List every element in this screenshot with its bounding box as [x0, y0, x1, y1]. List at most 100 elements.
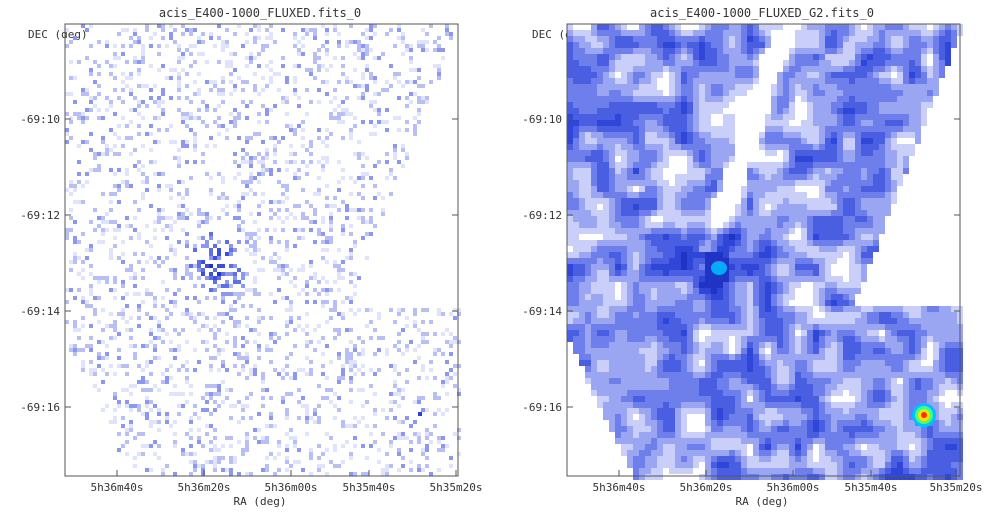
heatmap-pixel: [909, 102, 915, 108]
heatmap-pixel: [921, 48, 927, 54]
heatmap-pixel: [89, 96, 93, 100]
heatmap-pixel: [669, 114, 675, 120]
heatmap-pixel: [807, 294, 813, 300]
heatmap-pixel: [843, 228, 849, 234]
heatmap-pixel: [193, 140, 197, 144]
heatmap-pixel: [137, 104, 141, 108]
heatmap-pixel: [591, 90, 597, 96]
heatmap-pixel: [377, 120, 381, 124]
heatmap-pixel: [627, 198, 633, 204]
heatmap-pixel: [401, 328, 405, 332]
heatmap-pixel: [669, 132, 675, 138]
heatmap-pixel: [153, 84, 157, 88]
heatmap-pixel: [437, 308, 441, 312]
heatmap-pixel: [831, 240, 837, 246]
heatmap-pixel: [807, 186, 813, 192]
heatmap-pixel: [747, 108, 753, 114]
heatmap-pixel: [273, 144, 277, 148]
heatmap-pixel: [909, 96, 915, 102]
heatmap-pixel: [217, 264, 221, 268]
heatmap-pixel: [729, 66, 735, 72]
heatmap-pixel: [249, 252, 253, 256]
heatmap-pixel: [177, 344, 181, 348]
heatmap-pixel: [185, 72, 189, 76]
heatmap-pixel: [651, 204, 657, 210]
heatmap-pixel: [801, 48, 807, 54]
heatmap-pixel: [621, 288, 627, 294]
heatmap-pixel: [353, 444, 357, 448]
heatmap-pixel: [771, 258, 777, 264]
heatmap-pixel: [705, 228, 711, 234]
heatmap-pixel: [289, 376, 293, 380]
heatmap-pixel: [783, 84, 789, 90]
heatmap-pixel: [325, 40, 329, 44]
heatmap-pixel: [257, 248, 261, 252]
heatmap-pixel: [825, 78, 831, 84]
heatmap-pixel: [385, 32, 389, 36]
heatmap-pixel: [177, 44, 181, 48]
heatmap-pixel: [453, 308, 457, 312]
heatmap-pixel: [421, 368, 425, 372]
heatmap-pixel: [225, 284, 229, 288]
heatmap-pixel: [717, 174, 723, 180]
heatmap-pixel: [687, 252, 693, 258]
heatmap-pixel: [765, 276, 771, 282]
heatmap-pixel: [389, 192, 393, 196]
heatmap-pixel: [385, 80, 389, 84]
heatmap-pixel: [903, 84, 909, 90]
heatmap-pixel: [117, 356, 121, 360]
heatmap-pixel: [723, 24, 729, 30]
heatmap-pixel: [213, 316, 217, 320]
heatmap-pixel: [185, 432, 189, 436]
heatmap-pixel: [567, 204, 573, 210]
heatmap-pixel: [867, 30, 873, 36]
heatmap-pixel: [717, 198, 723, 204]
heatmap-pixel: [133, 272, 137, 276]
heatmap-pixel: [567, 294, 573, 300]
heatmap-pixel: [129, 76, 133, 80]
heatmap-pixel: [897, 108, 903, 114]
heatmap-pixel: [361, 48, 365, 52]
heatmap-pixel: [783, 120, 789, 126]
heatmap-pixel: [693, 192, 699, 198]
heatmap-pixel: [281, 184, 285, 188]
heatmap-pixel: [73, 252, 77, 256]
heatmap-pixel: [657, 132, 663, 138]
heatmap-pixel: [921, 102, 927, 108]
heatmap-pixel: [591, 36, 597, 42]
heatmap-pixel: [633, 132, 639, 138]
heatmap-pixel: [873, 168, 879, 174]
heatmap-pixel: [861, 126, 867, 132]
heatmap-pixel: [789, 252, 795, 258]
heatmap-pixel: [711, 168, 717, 174]
heatmap-pixel: [651, 120, 657, 126]
heatmap-pixel: [213, 336, 217, 340]
y-tick-label: -69:16: [20, 401, 60, 414]
heatmap-pixel: [759, 84, 765, 90]
heatmap-pixel: [687, 78, 693, 84]
heatmap-pixel: [309, 204, 313, 208]
heatmap-pixel: [225, 64, 229, 68]
heatmap-pixel: [687, 168, 693, 174]
heatmap-pixel: [651, 216, 657, 222]
heatmap-pixel: [873, 42, 879, 48]
heatmap-pixel: [891, 156, 897, 162]
heatmap-pixel: [377, 348, 381, 352]
heatmap-pixel: [353, 84, 357, 88]
heatmap-pixel: [161, 372, 165, 376]
heatmap-pixel: [831, 156, 837, 162]
heatmap-pixel: [657, 90, 663, 96]
heatmap-pixel: [609, 114, 615, 120]
heatmap-pixel: [233, 124, 237, 128]
heatmap-pixel: [873, 240, 879, 246]
heatmap-pixel: [627, 192, 633, 198]
heatmap-pixel: [717, 222, 723, 228]
heatmap-pixel: [873, 72, 879, 78]
heatmap-pixel: [777, 222, 783, 228]
heatmap-pixel: [273, 40, 277, 44]
heatmap-pixel: [819, 36, 825, 42]
heatmap-pixel: [337, 380, 341, 384]
heatmap-pixel: [819, 234, 825, 240]
heatmap-pixel: [747, 276, 753, 282]
heatmap-pixel: [141, 412, 145, 416]
